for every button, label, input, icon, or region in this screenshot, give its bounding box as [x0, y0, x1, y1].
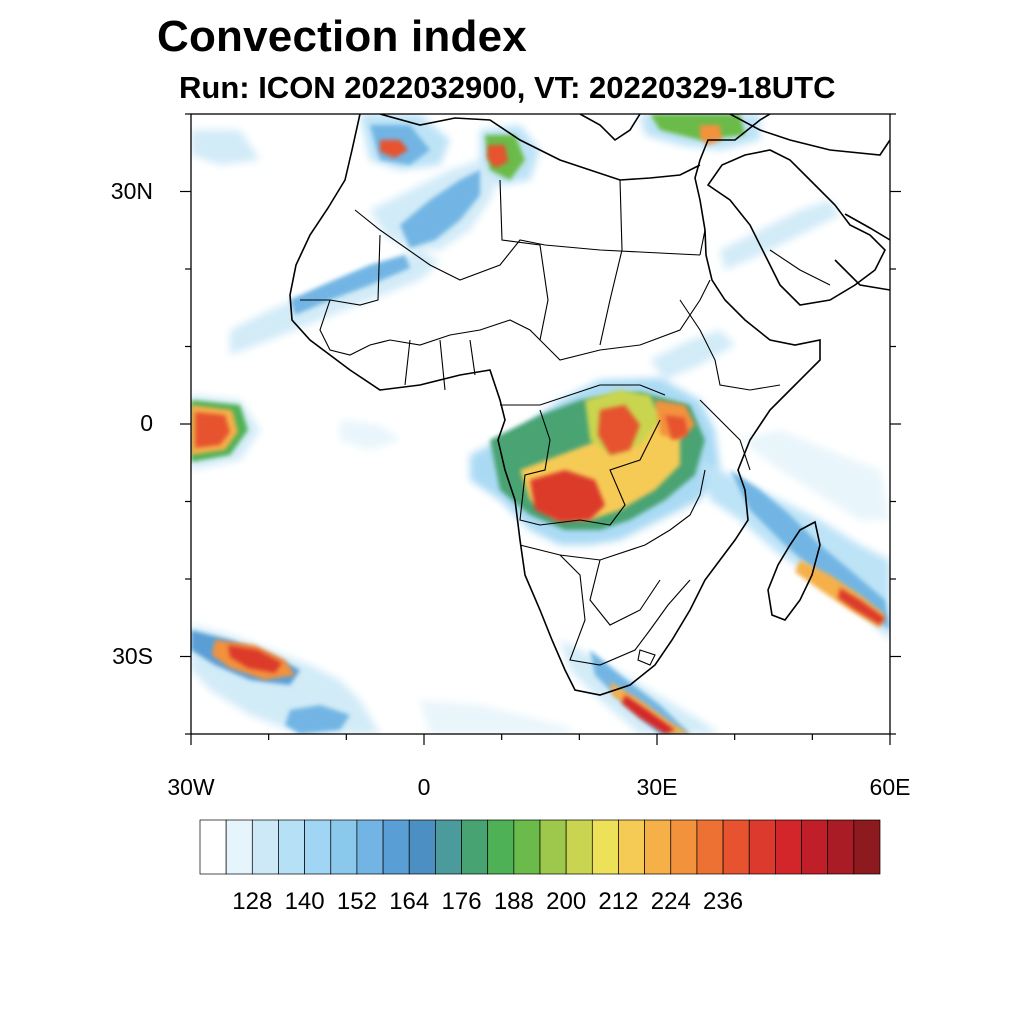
- colorbar-label: 176: [441, 888, 482, 915]
- plot-subtitle: Run: ICON 2022032900, VT: 20220329-18UTC: [179, 70, 836, 105]
- colorbar-swatch: [330, 819, 358, 875]
- colorbar-swatch: [435, 819, 462, 875]
- country-borders: [300, 179, 831, 666]
- colorbar-swatch: [199, 819, 227, 875]
- colorbar-swatch: [722, 819, 750, 875]
- y-tick-label: 30S: [112, 642, 153, 669]
- colorbar-swatch: [618, 819, 645, 875]
- y-tick-label: 30N: [110, 177, 153, 204]
- colorbar-swatch: [251, 819, 279, 875]
- axis-ticks: [180, 113, 901, 745]
- colorbar-swatch: [696, 819, 724, 875]
- colorbar-swatch: [225, 819, 253, 875]
- colorbar: [199, 819, 881, 875]
- y-tick-label: 0: [140, 410, 153, 436]
- colorbar-label: 212: [598, 888, 639, 915]
- colorbar-label: 224: [650, 888, 691, 915]
- colorbar-label: 128: [232, 888, 273, 915]
- colorbar-swatch: [304, 819, 332, 875]
- colorbar-swatch: [356, 819, 384, 875]
- colorbar-swatch: [827, 819, 855, 875]
- colorbar-swatch: [670, 819, 698, 875]
- x-tick-label: 30E: [636, 774, 678, 800]
- colorbar-swatch: [513, 819, 541, 875]
- colorbar-swatch: [775, 819, 802, 875]
- colorbar-label: 152: [336, 888, 377, 915]
- x-tick-label: 0: [417, 774, 431, 800]
- coastlines: [289, 114, 890, 696]
- colorbar-swatch: [853, 819, 881, 875]
- colorbar-label: 164: [389, 888, 430, 915]
- colorbar-swatch: [591, 819, 619, 875]
- colorbar-swatch: [382, 819, 410, 875]
- colorbar-swatch: [278, 819, 305, 875]
- colorbar-swatch: [644, 819, 672, 875]
- colorbar-label: 188: [493, 888, 534, 915]
- colorbar-label: 140: [284, 888, 325, 915]
- colorbar-swatch: [487, 819, 515, 875]
- colorbar-swatch: [461, 819, 489, 875]
- colorbar-label: 200: [546, 888, 587, 915]
- convection-field: [191, 114, 890, 734]
- colorbar-swatch: [565, 819, 593, 875]
- colorbar-swatch: [408, 819, 436, 875]
- colorbar-label: 236: [703, 888, 744, 915]
- colorbar-swatch: [539, 819, 567, 875]
- colorbar-swatch: [801, 819, 829, 875]
- x-tick-label: 30W: [167, 774, 215, 800]
- plot-title: Convection index: [157, 12, 527, 61]
- colorbar-swatch: [748, 819, 776, 875]
- x-tick-label: 60E: [869, 774, 911, 800]
